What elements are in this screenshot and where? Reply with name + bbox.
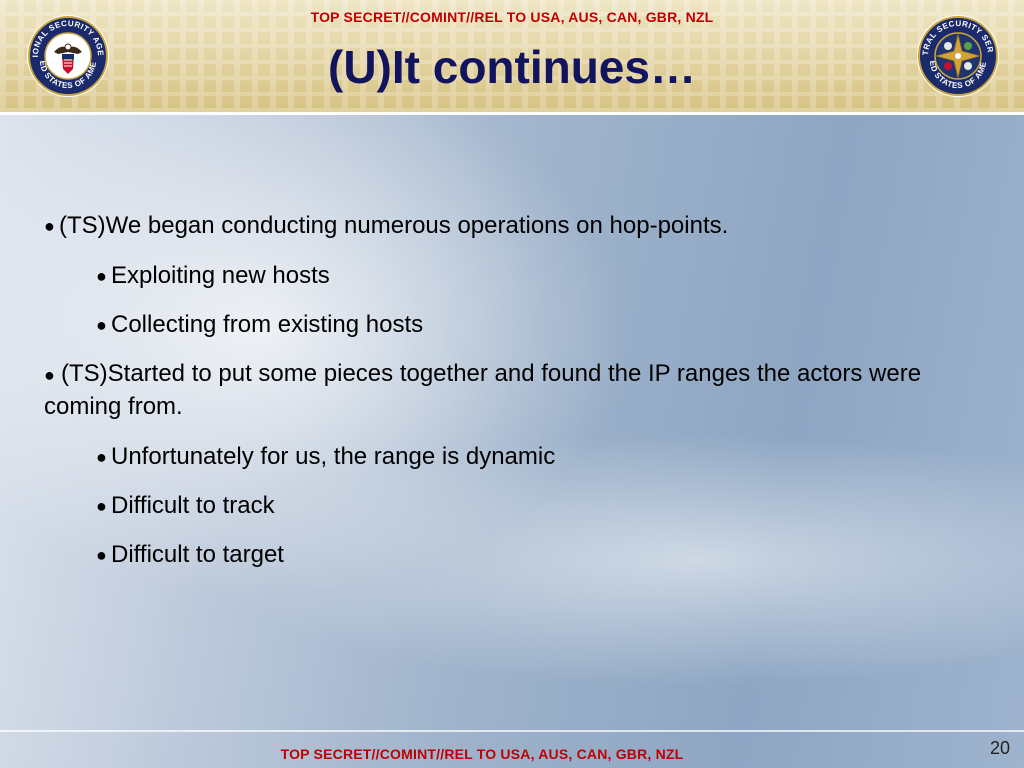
bullet-icon: ●	[96, 545, 107, 565]
sub-bullet-item: ● Difficult to track	[96, 490, 924, 522]
sub-bullet-item: ● Difficult to target	[96, 539, 924, 571]
bullet-list: ● (TS)We began conducting numerous opera…	[44, 210, 924, 588]
sub-bullet-text: Unfortunately for us, the range is dynam…	[111, 443, 556, 470]
nsa-seal-icon: NATIONAL SECURITY AGENCY UNITED STATES O…	[26, 14, 109, 97]
bullet-item: ● (TS)Started to put some pieces together…	[44, 358, 924, 423]
header-pattern	[0, 0, 1024, 112]
bullet-text: (TS)Started to put some pieces together …	[44, 360, 922, 420]
bullet-icon: ●	[44, 216, 55, 236]
classification-banner-bottom: TOP SECRET//COMINT//REL TO USA, AUS, CAN…	[280, 746, 684, 762]
sub-bullet-text: Collecting from existing hosts	[111, 311, 424, 338]
bullet-text: (TS)We began conducting numerous operati…	[59, 212, 729, 239]
css-seal-icon: CENTRAL SECURITY SERVICE UNITED STATES O…	[916, 14, 999, 97]
slide-header	[0, 0, 1024, 115]
bullet-icon: ●	[96, 447, 107, 467]
bullet-icon: ●	[96, 266, 107, 286]
page-number: 20	[990, 738, 1011, 758]
bullet-item: ● (TS)We began conducting numerous opera…	[44, 210, 924, 242]
footer-divider	[0, 730, 1024, 732]
sub-bullet-text: Exploiting new hosts	[111, 262, 330, 289]
sub-bullet-item: ● Unfortunately for us, the range is dyn…	[96, 441, 924, 473]
slide-title: (U)It continues…	[328, 41, 696, 93]
classification-banner-top: TOP SECRET//COMINT//REL TO USA, AUS, CAN…	[310, 9, 714, 25]
sub-bullet-item: ● Exploiting new hosts	[96, 260, 924, 292]
sub-bullet-text: Difficult to track	[111, 492, 275, 519]
sub-bullet-text: Difficult to target	[111, 541, 284, 568]
bullet-icon: ●	[44, 365, 55, 385]
sub-bullet-item: ● Collecting from existing hosts	[96, 309, 924, 341]
bullet-icon: ●	[96, 496, 107, 516]
bullet-icon: ●	[96, 315, 107, 335]
